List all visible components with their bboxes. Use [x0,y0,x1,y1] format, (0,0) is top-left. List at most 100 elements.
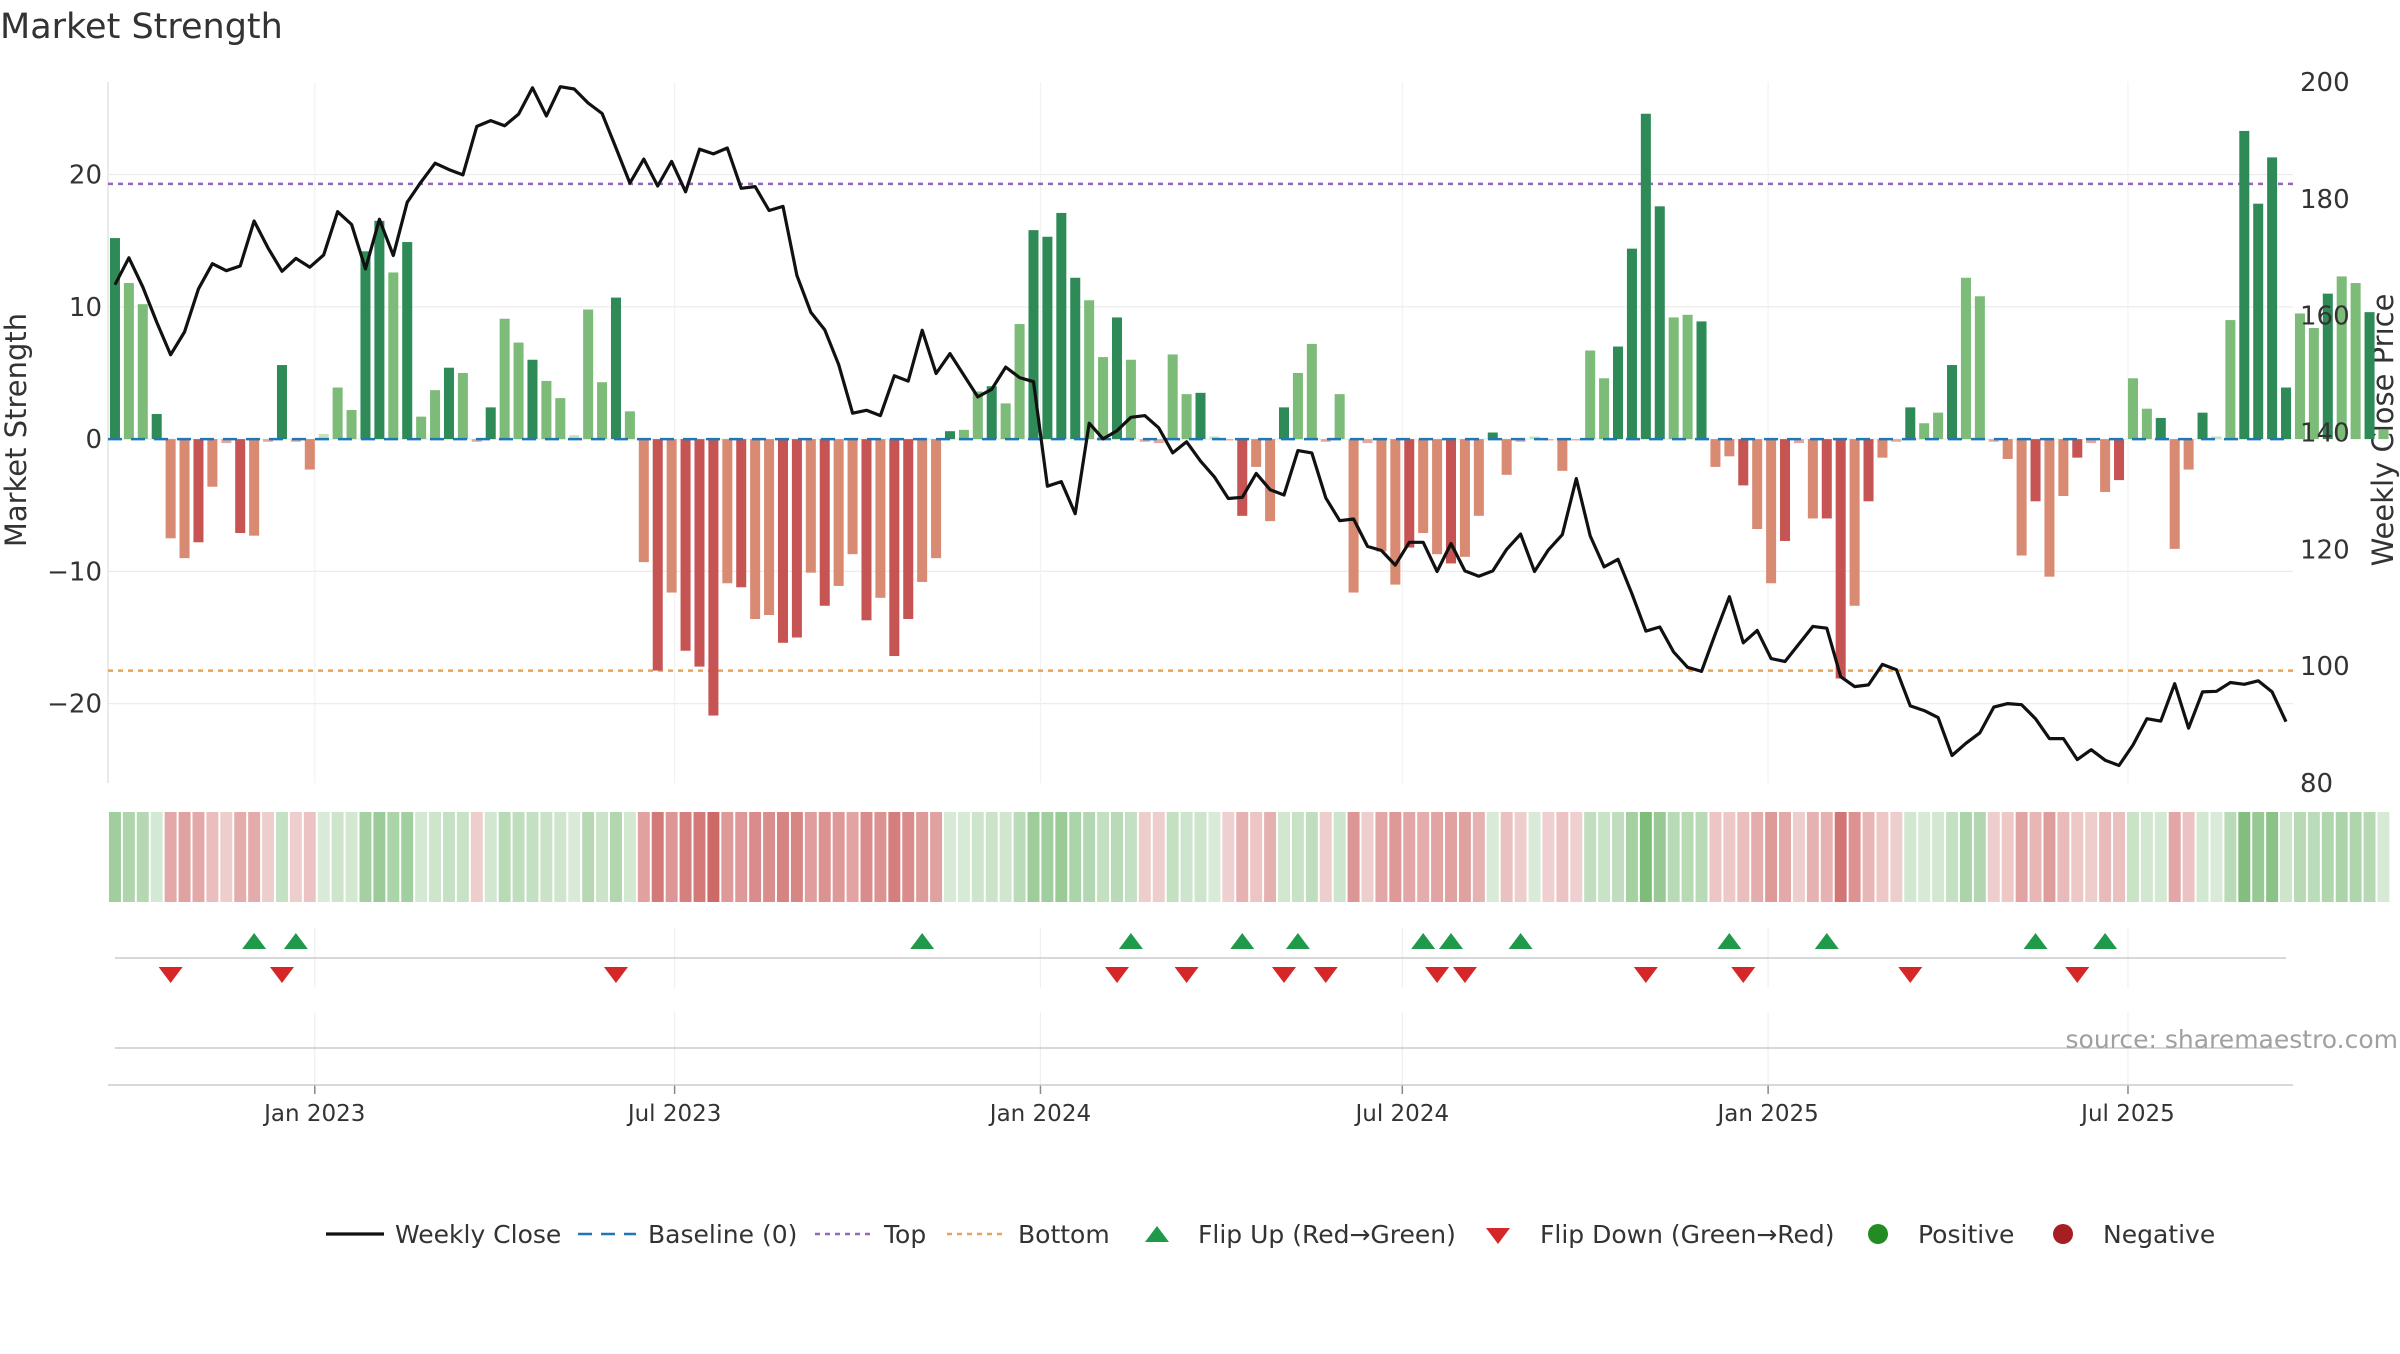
strength-bar [1348,439,1359,593]
heat-cell [1166,812,1179,902]
heat-cell [1458,812,1471,902]
heat-cell [2363,812,2376,902]
heat-cell [2280,812,2293,902]
strength-bar [805,439,816,573]
heat-cell [456,812,469,902]
strength-bar [541,380,552,440]
strength-bar [1529,436,1540,440]
strength-bar [861,439,872,621]
heat-cell [178,812,191,902]
flip-down-marker [1633,967,1658,983]
strength-bar [221,439,232,444]
heat-cell [262,812,275,902]
flip-down-marker [1272,967,1297,983]
legend-swatch-negative [2053,1224,2073,1244]
strength-bar [1835,439,1846,679]
strength-bar [290,439,301,442]
legend-item-baseline: Baseline (0) [578,1220,797,1249]
heat-cell [331,812,344,902]
flip-up-marker [1118,933,1143,949]
heat-cell [1097,812,1110,902]
legend-item-positive: Positive [1868,1220,2014,1249]
strength-bar [2114,439,2125,481]
strength-bar [694,439,705,667]
y2-tick-label: 200 [2300,68,2350,98]
strength-bar [1780,439,1791,541]
strength-bar [2253,203,2264,440]
y-tick-label: 20 [69,161,102,191]
strength-bar [402,242,413,440]
strength-bar [2211,436,2222,440]
strength-bar [944,431,956,440]
heat-cell [1765,812,1778,902]
flip-down-marker [603,967,628,983]
strength-bar [471,439,482,442]
strength-bar [1028,230,1039,440]
heat-cell [1194,812,1207,902]
strength-bar [1334,394,1345,440]
heat-cell [1027,812,1040,902]
strength-bar [764,439,775,616]
strength-bar [1139,439,1150,442]
strength-bar [1265,439,1276,522]
heat-cell [303,812,316,902]
heat-cell [2085,812,2098,902]
flip-up-marker [1411,933,1436,949]
heat-cell [359,812,372,902]
flip-down-marker [269,967,294,983]
strength-bar [1919,423,1930,440]
strength-bar [1585,350,1596,440]
strength-bar [2044,439,2055,577]
strength-bar [2155,417,2166,440]
heat-cell [1973,812,1986,902]
heat-cell [2168,812,2181,902]
heat-cell [415,812,428,902]
strength-bar [1599,378,1610,440]
heat-cell [1486,812,1499,902]
heat-cell [749,812,762,902]
strength-bar [235,439,246,534]
strength-bar [1223,439,1234,441]
heat-cell [1361,812,1374,902]
heat-cell [832,812,845,902]
heat-cell [1598,812,1611,902]
strength-bar [1696,321,1707,440]
heat-cell [289,812,302,902]
strength-bar [2350,283,2361,440]
strength-bar [2336,276,2347,440]
heat-cell [1639,812,1652,902]
heat-cell [679,812,692,902]
strength-bar [777,439,788,643]
strength-bar [2141,408,2152,440]
legend-label-top: Top [883,1220,926,1249]
strength-bar [569,435,580,440]
heat-cell [2266,812,2279,902]
heat-cell [275,812,288,902]
heat-cell [1792,812,1805,902]
legend-swatch-positive [1868,1224,1888,1244]
legend-item-negative: Negative [2053,1220,2215,1249]
strength-bar [1543,439,1554,441]
heat-cell [609,812,622,902]
heat-cell [484,812,497,902]
heat-cell [1152,812,1165,902]
heat-cell [1250,812,1263,902]
heat-cell [2349,812,2362,902]
strength-bar [2127,378,2138,440]
strength-bar [1849,439,1860,606]
strength-bar [610,297,621,440]
strength-bar [2267,157,2278,440]
heat-cell [707,812,720,902]
heat-cell [470,812,483,902]
strength-bar [123,283,134,440]
strength-bar [1626,248,1637,440]
heat-cell [498,812,511,902]
heat-cell [512,812,525,902]
heat-cell [623,812,636,902]
strength-bar [972,391,983,440]
heat-cell [540,812,553,902]
heat-cell [554,812,567,902]
legend-item-top: Top [815,1220,926,1249]
flip-up-marker [1439,933,1464,949]
